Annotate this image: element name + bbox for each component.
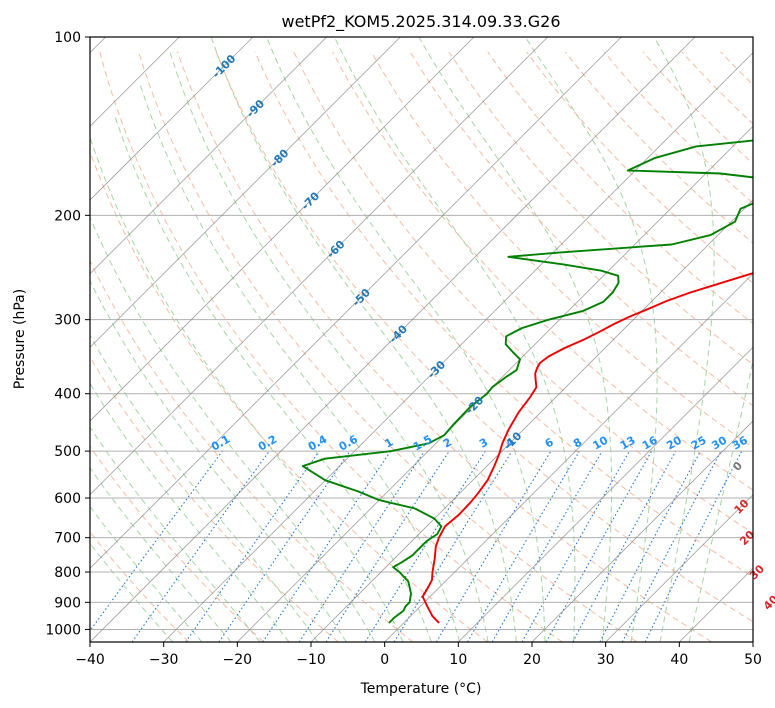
x-tick-label: −20 <box>223 652 253 668</box>
x-tick-label: 30 <box>597 652 615 668</box>
mixing-ratio-line <box>90 450 223 632</box>
y-tick-label: 500 <box>54 444 81 460</box>
x-tick-label: 20 <box>523 652 541 668</box>
mixing-ratio-line <box>325 450 450 642</box>
x-tick-label: −10 <box>296 652 326 668</box>
y-tick-label: 100 <box>54 30 81 46</box>
mixing-ratio-line <box>393 450 513 642</box>
dry-adiabat-line <box>90 356 339 642</box>
mixing-ratio-line <box>572 450 677 642</box>
moist-adiabat-line <box>113 114 432 642</box>
dry-adiabats <box>90 51 753 642</box>
x-axis-label: Temperature (°C) <box>360 681 482 697</box>
isotherms <box>90 37 753 642</box>
mixing-ratio-lines <box>90 450 743 642</box>
moist-adiabat-line <box>90 426 261 642</box>
isotherm-line <box>531 420 753 642</box>
isotherm-line <box>458 346 753 642</box>
isotherm-line <box>384 273 753 642</box>
y-axis: 1000 900 800 700 600 500 400 300 200 100 <box>45 30 90 638</box>
moist-adiabat-line <box>210 37 517 642</box>
mixing-ratio-line <box>218 450 351 642</box>
isotherm-line <box>90 37 254 201</box>
mixing-ratio-line <box>298 450 425 642</box>
y-tick-label: 700 <box>54 531 81 547</box>
y-tick-label: 1000 <box>45 622 81 638</box>
dewpoint-profile <box>301 139 753 624</box>
dry-adiabat-line <box>487 51 753 325</box>
x-tick-label: 40 <box>670 652 688 668</box>
isotherm-line <box>90 37 696 642</box>
mixing-ratio-line <box>185 450 320 642</box>
moist-adiabat-line <box>266 37 546 642</box>
moist-adiabat-line <box>418 37 613 642</box>
isotherm-line <box>90 37 622 569</box>
dry-adiabat-line <box>138 51 638 642</box>
dry-adiabat-line <box>332 51 753 491</box>
dry-adiabat-line <box>99 51 563 642</box>
moist-adiabat-line <box>90 505 203 642</box>
mixing-ratio-line <box>545 450 653 642</box>
y-tick-label: 200 <box>54 208 81 224</box>
x-tick-label: 0 <box>380 652 389 668</box>
dry-adiabat-line <box>293 51 753 534</box>
y-tick-label: 900 <box>54 595 81 611</box>
isotherm-line <box>90 37 548 496</box>
isotherm-line <box>90 37 327 275</box>
isotherm-line <box>237 125 753 642</box>
y-tick-label: 800 <box>54 565 81 581</box>
dry-adiabat-line <box>448 51 753 366</box>
x-tick-label: −40 <box>75 652 105 668</box>
x-tick-label: 50 <box>744 652 762 668</box>
isotherm-line <box>310 199 753 642</box>
mixing-ratio-line <box>262 450 392 642</box>
dry-adiabat-line <box>254 51 753 578</box>
dry-adiabat-line <box>90 150 488 642</box>
moist-adiabat-line <box>168 49 489 642</box>
chart-title: wetPf2_KOM5.2025.314.09.33.G26 <box>281 12 560 32</box>
x-tick-label: 10 <box>449 652 467 668</box>
isotherm-line <box>90 37 475 422</box>
moist-adiabats <box>90 37 753 642</box>
dry-adiabat-line <box>176 51 712 642</box>
dry-adiabat-line <box>370 51 753 449</box>
dry-adiabat-line <box>90 445 264 642</box>
moist-adiabat-line <box>90 279 347 642</box>
isotherm-line <box>90 37 401 348</box>
isotherm-line <box>605 494 753 642</box>
x-axis: −40 −30 −20 −10 0 10 20 30 40 50 <box>75 642 762 668</box>
moist-adiabat-line <box>333 37 576 642</box>
moist-adiabat-line <box>139 83 461 642</box>
mixing-ratio-line <box>521 450 630 642</box>
dry-adiabat-line <box>409 51 753 407</box>
moist-adiabat-line <box>90 382 290 642</box>
dry-adiabat-line <box>215 51 753 623</box>
mixing-ratio-line <box>644 450 743 642</box>
isobars <box>90 37 753 630</box>
dry-adiabat-line <box>90 259 414 642</box>
isotherm-line <box>163 52 753 642</box>
y-tick-label: 400 <box>54 387 81 403</box>
profiles <box>301 139 753 624</box>
plot-area <box>90 37 753 642</box>
y-tick-label: 300 <box>54 313 81 329</box>
moist-adiabat-line <box>688 358 753 642</box>
plot-frame <box>89 36 754 643</box>
moist-adiabat-line <box>653 37 715 642</box>
moist-adiabat-line <box>524 37 658 642</box>
moist-adiabat-line <box>90 334 319 642</box>
y-tick-label: 600 <box>54 491 81 507</box>
y-axis-label: Pressure (hPa) <box>12 289 28 389</box>
mixing-ratio-line <box>131 450 270 642</box>
temperature-profile <box>421 272 753 624</box>
x-tick-label: −30 <box>149 652 179 668</box>
